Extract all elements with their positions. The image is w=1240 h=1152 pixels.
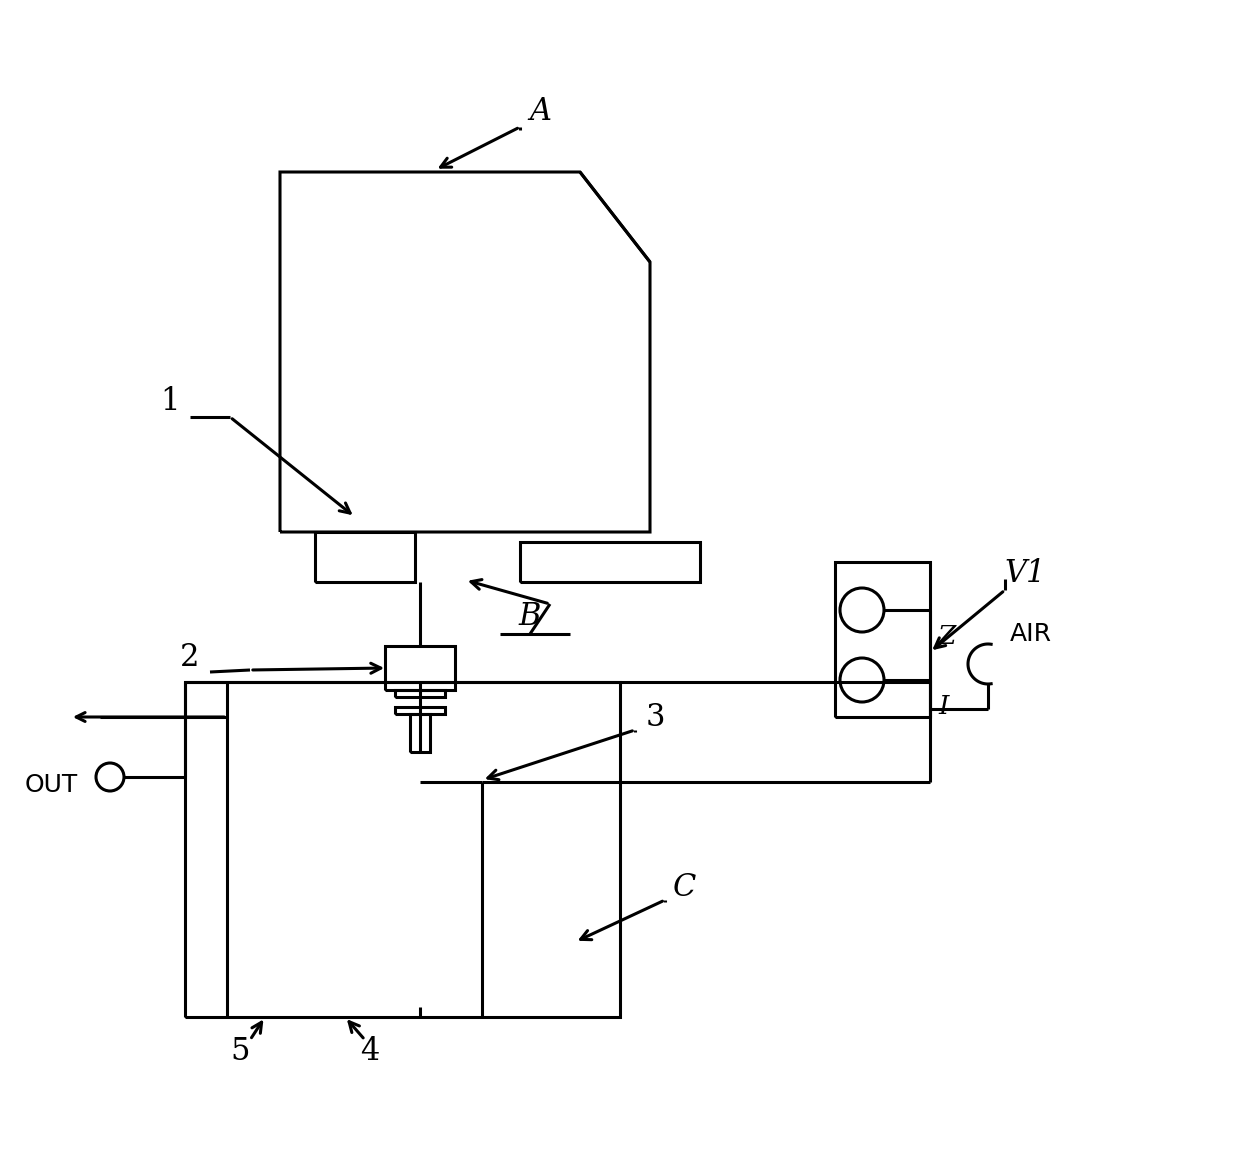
Text: C: C — [673, 872, 697, 902]
Text: 5: 5 — [231, 1037, 249, 1068]
Text: A: A — [529, 97, 551, 128]
Text: 3: 3 — [645, 702, 665, 733]
Text: Z: Z — [937, 624, 956, 650]
Text: I: I — [937, 695, 949, 720]
Text: 2: 2 — [180, 642, 200, 673]
Text: 1: 1 — [160, 387, 180, 417]
Text: B: B — [518, 601, 541, 632]
Text: OUT: OUT — [25, 773, 78, 797]
Text: AIR: AIR — [1011, 622, 1052, 646]
Text: V1: V1 — [1004, 559, 1045, 590]
Text: 4: 4 — [361, 1037, 379, 1068]
